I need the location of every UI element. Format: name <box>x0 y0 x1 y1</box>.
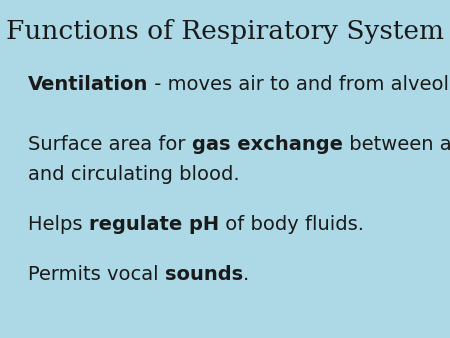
Text: regulate pH: regulate pH <box>89 216 219 235</box>
Text: and circulating blood.: and circulating blood. <box>28 166 239 185</box>
Text: Functions of Respiratory System: Functions of Respiratory System <box>6 20 444 45</box>
Text: of body fluids.: of body fluids. <box>219 216 364 235</box>
Text: - moves air to and from alveoli.: - moves air to and from alveoli. <box>148 75 450 95</box>
Text: Permits vocal: Permits vocal <box>28 266 165 285</box>
Text: .: . <box>243 266 249 285</box>
Text: Helps: Helps <box>28 216 89 235</box>
Text: Ventilation: Ventilation <box>28 75 148 95</box>
Text: Surface area for: Surface area for <box>28 136 192 154</box>
Text: sounds: sounds <box>165 266 243 285</box>
Text: between air: between air <box>343 136 450 154</box>
Text: gas exchange: gas exchange <box>192 136 343 154</box>
